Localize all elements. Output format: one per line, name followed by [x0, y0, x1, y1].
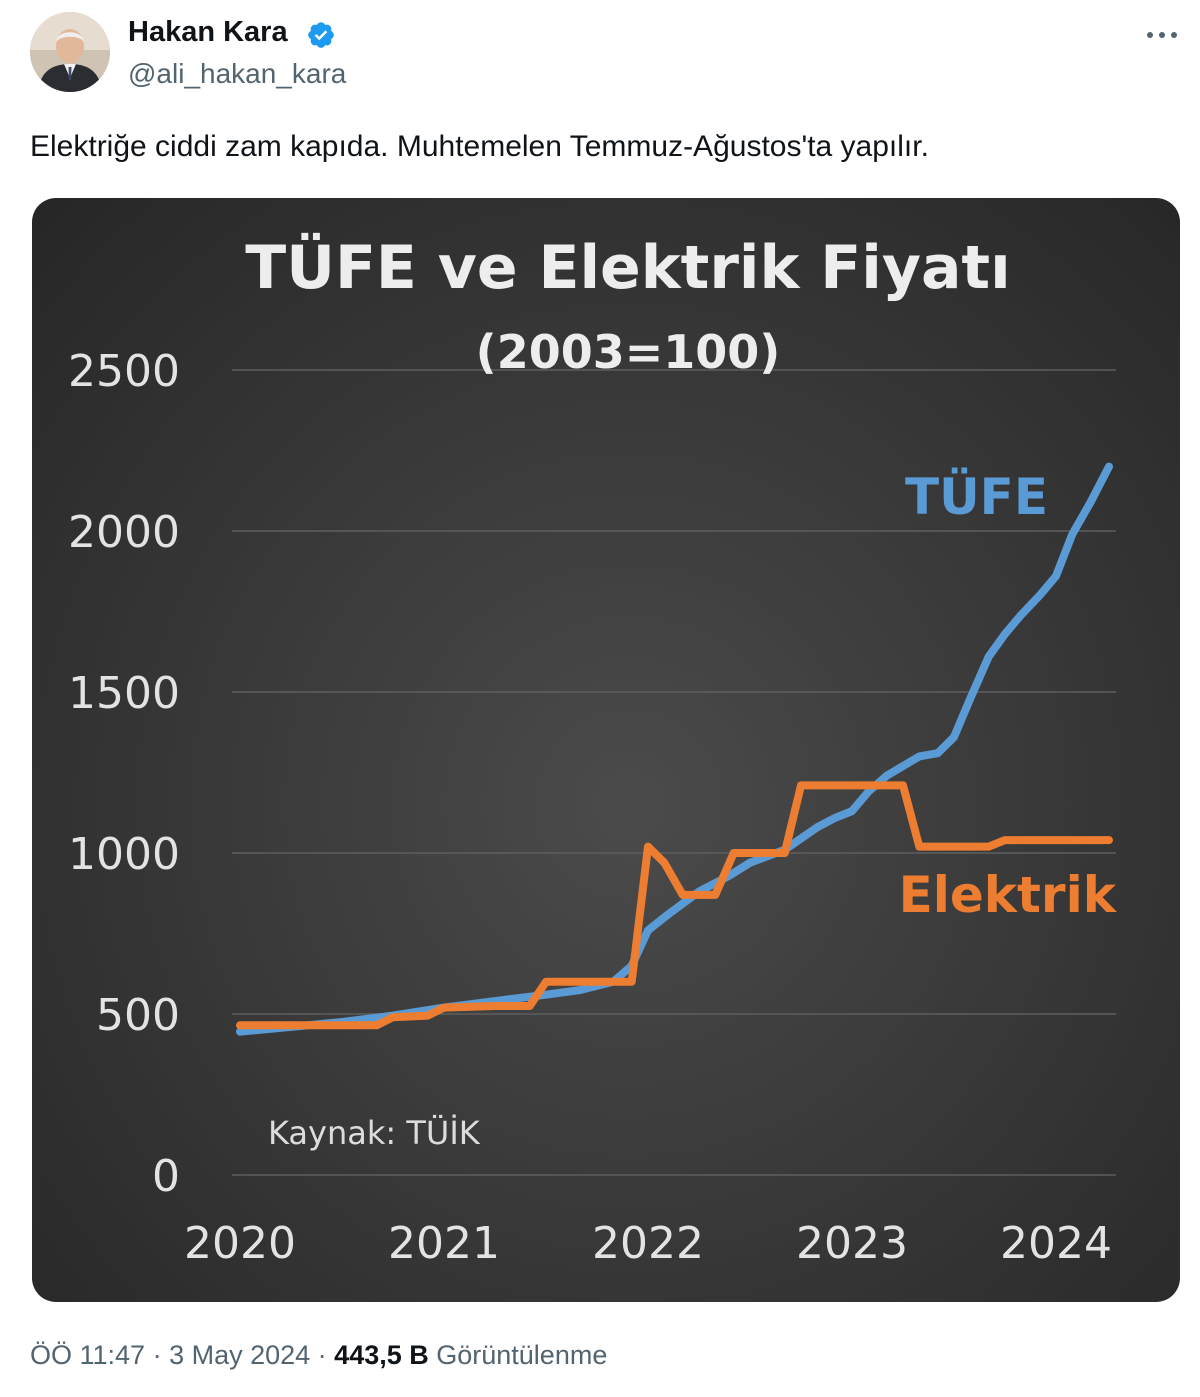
tweet-date[interactable]: 3 May 2024	[169, 1340, 311, 1370]
tweet-time[interactable]: ÖÖ 11:47	[30, 1340, 146, 1370]
tweet-text: Elektriğe ciddi zam kapıda. Muhtemelen T…	[30, 130, 929, 163]
avatar[interactable]	[30, 12, 110, 92]
separator: ·	[145, 1340, 170, 1370]
series-line-elektrik	[236, 781, 1113, 1030]
chart-subtitle: (2003=100)	[476, 325, 781, 379]
y-tick-label: 2000	[68, 507, 180, 558]
chart-title: TÜFE ve Elektrik Fiyatı	[245, 232, 1010, 303]
x-tick-label: 2024	[1000, 1218, 1112, 1269]
series-label-elektrik: Elektrik	[899, 866, 1118, 924]
x-tick-label: 2023	[796, 1218, 908, 1269]
tweet-footer: ÖÖ 11:47 · 3 May 2024 · 443,5 B Görüntül…	[30, 1340, 607, 1371]
author-handle[interactable]: @ali_hakan_kara	[128, 58, 347, 89]
y-tick-label: 500	[96, 990, 180, 1041]
author-name[interactable]: Hakan Kara	[128, 16, 288, 48]
series-lines	[236, 462, 1113, 1036]
y-tick-label: 1000	[68, 829, 180, 880]
separator: ·	[310, 1340, 335, 1370]
more-horizontal-icon[interactable]	[1140, 18, 1184, 52]
views-count: 443,5 B	[334, 1340, 429, 1370]
verified-badge-icon	[308, 22, 334, 48]
avatar-portrait	[30, 12, 110, 92]
series-line-tufe	[236, 462, 1113, 1036]
x-tick-label: 2021	[388, 1218, 500, 1269]
y-tick-label: 2500	[68, 346, 180, 397]
views-label: Görüntülenme	[428, 1340, 608, 1370]
x-tick-label: 2020	[184, 1218, 296, 1269]
series-label-tufe: TÜFE	[905, 467, 1048, 526]
source-note: Kaynak: TÜİK	[268, 1114, 481, 1152]
y-tick-label: 0	[152, 1151, 180, 1202]
y-tick-label: 1500	[68, 668, 180, 719]
chart-image[interactable]: 0 500 1000 1500 2000 2500 2020 2021 2022 2023 202…	[32, 198, 1180, 1302]
x-tick-label: 2022	[592, 1218, 704, 1269]
x-axis-ticks: 2020 2021 2022 2023 2024	[184, 1218, 1112, 1269]
y-axis-ticks: 0 500 1000 1500 2000 2500	[68, 346, 180, 1202]
